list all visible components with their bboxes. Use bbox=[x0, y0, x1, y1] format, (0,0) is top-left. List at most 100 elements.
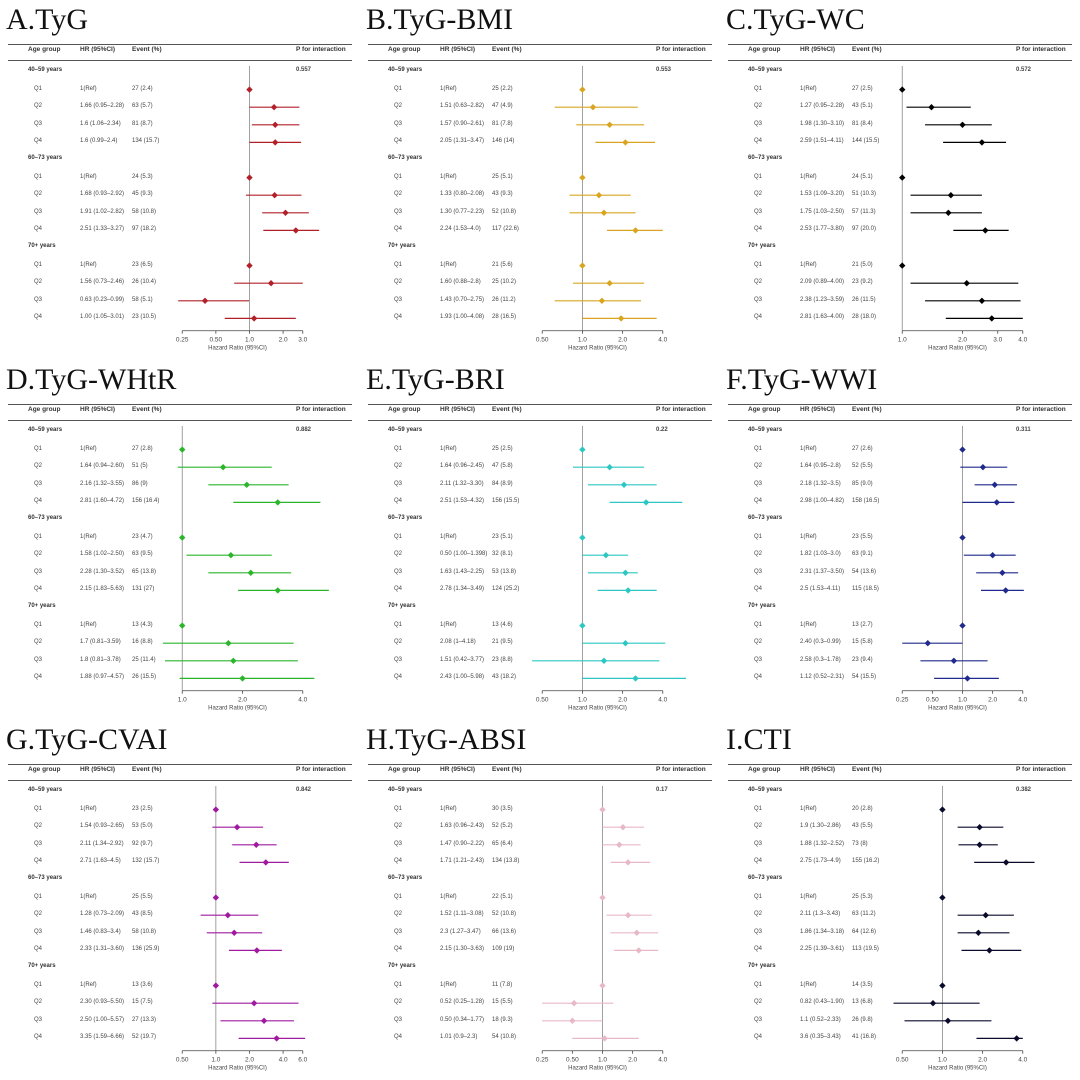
event-text: 158 (16.5) bbox=[852, 498, 880, 505]
quartile-label: Q4 bbox=[394, 858, 403, 865]
event-header: Event (%) bbox=[132, 46, 162, 53]
hr-ci-text: 1(Ref) bbox=[440, 805, 457, 812]
hr-ci-text: 2.59 (1.51–4.11) bbox=[800, 138, 844, 145]
hr-ci-text: 1.63 (1.43–2.25) bbox=[440, 568, 485, 575]
quartile-label: Q1 bbox=[394, 893, 403, 900]
x-tick-label: 1.0 bbox=[598, 1057, 607, 1064]
hr-ci-text: 1.64 (0.96–2.45) bbox=[440, 463, 485, 470]
age-group-label: 40–59 years bbox=[748, 427, 783, 433]
quartile-label: Q4 bbox=[34, 858, 43, 865]
hr-ci-text: 0.52 (0.25–1.28) bbox=[440, 999, 485, 1006]
x-tick-label: 0.25 bbox=[536, 1057, 549, 1064]
event-text: 115 (18.5) bbox=[852, 586, 879, 593]
hr-point bbox=[246, 174, 253, 181]
event-text: 23 (5.1) bbox=[492, 533, 513, 540]
hr-ci-text: 1.8 (0.81–3.78) bbox=[80, 656, 121, 663]
header-bottom-rule bbox=[368, 780, 712, 781]
quartile-label: Q2 bbox=[394, 999, 403, 1006]
event-text: 22 (5.1) bbox=[492, 893, 513, 900]
hr-ci-text: 1.88 (1.32–2.52) bbox=[800, 840, 845, 847]
event-header: Event (%) bbox=[492, 46, 522, 53]
hr-ci-text: 1.58 (1.02–2.50) bbox=[80, 551, 125, 558]
hr-point bbox=[579, 262, 586, 269]
panel-title: C.TyG-WC bbox=[726, 3, 865, 36]
event-text: 117 (22.6) bbox=[492, 226, 519, 233]
hr-point bbox=[964, 675, 971, 682]
hr-ci-text: 2.30 (0.93–5.50) bbox=[80, 999, 125, 1006]
event-text: 20 (2.8) bbox=[852, 805, 873, 812]
p-interaction-header: P for interaction bbox=[296, 46, 346, 53]
hr-ci-text: 1(Ref) bbox=[800, 893, 817, 900]
hr-ci-text: 1(Ref) bbox=[80, 621, 97, 628]
quartile-label: Q3 bbox=[394, 840, 403, 847]
hr-ci-text: 1(Ref) bbox=[80, 981, 97, 988]
event-text: 113 (19.5) bbox=[852, 946, 879, 953]
quartile-label: Q3 bbox=[34, 568, 43, 575]
hr-ci-text: 1.54 (0.93–2.65) bbox=[80, 823, 125, 830]
hr-point bbox=[975, 929, 982, 936]
hr-ci-text: 1(Ref) bbox=[80, 85, 97, 92]
quartile-label: Q4 bbox=[34, 946, 43, 953]
hr-ci-text: 1.6 (1.06–2.34) bbox=[80, 120, 121, 127]
quartile-label: Q2 bbox=[754, 279, 763, 286]
quartile-label: Q2 bbox=[754, 551, 763, 558]
event-text: 52 (10.8) bbox=[492, 911, 517, 918]
forest-plot-svg: 0.25 0.50 1.0 2.0 4.0 Hazard Ratio (95%CI) bbox=[896, 426, 1028, 712]
quartile-label: Q1 bbox=[754, 261, 763, 268]
hr-ci-text: 2.71 (1.63–4.5) bbox=[80, 858, 121, 865]
quartile-label: Q3 bbox=[34, 840, 43, 847]
hr-point bbox=[624, 912, 632, 919]
quartile-label: Q4 bbox=[754, 586, 763, 593]
hr-point bbox=[253, 841, 260, 848]
header-bottom-rule bbox=[728, 60, 1072, 61]
quartile-label: Q4 bbox=[34, 586, 43, 593]
quartile-label: Q3 bbox=[394, 568, 403, 575]
p-interaction-header: P for interaction bbox=[1016, 46, 1066, 53]
age-group-label: 60–73 years bbox=[748, 515, 783, 521]
event-text: 86 (9) bbox=[132, 480, 148, 487]
age-group-header: Age group bbox=[28, 766, 61, 773]
hr-point bbox=[272, 121, 279, 128]
hr-ci-text: 1(Ref) bbox=[80, 261, 97, 268]
hr-point bbox=[212, 894, 220, 901]
p-interaction-header: P for interaction bbox=[1016, 406, 1066, 413]
hr-point bbox=[579, 622, 586, 629]
x-tick-label: 0.50 bbox=[566, 1057, 579, 1064]
hr-point bbox=[963, 280, 970, 287]
event-text: 52 (5.2) bbox=[492, 823, 513, 830]
hr-point bbox=[589, 104, 597, 111]
event-text: 81 (7.8) bbox=[492, 120, 513, 127]
hr-point bbox=[231, 929, 238, 936]
hr-ci-text: 1.53 (1.09–3.20) bbox=[800, 191, 845, 198]
hr-ci-text: 1(Ref) bbox=[80, 173, 97, 180]
panel-title: G.TyG-CVAI bbox=[6, 723, 168, 756]
hr-ci-text: 2.08 (1–4.18) bbox=[440, 639, 476, 646]
event-text: 156 (15.5) bbox=[492, 498, 520, 505]
event-text: 81 (8.7) bbox=[132, 120, 153, 127]
hr-point bbox=[570, 1000, 578, 1007]
event-text: 28 (16.5) bbox=[492, 314, 517, 321]
hr-ci-text: 2.5 (1.53–4.11) bbox=[800, 586, 841, 593]
event-text: 45 (9.3) bbox=[132, 191, 153, 198]
hr-point bbox=[179, 446, 186, 453]
hr-ci-text: 2.11 (1.32–3.30) bbox=[440, 480, 484, 487]
panel-title: A.TyG bbox=[6, 3, 89, 36]
hr-ci-text: 1.00 (1.05–3.01) bbox=[80, 314, 125, 321]
quartile-label: Q1 bbox=[34, 805, 43, 812]
hr-ci-text: 1.82 (1.03–3.0) bbox=[800, 551, 841, 558]
hr-ci-text: 1.68 (0.93–2.92) bbox=[80, 191, 125, 198]
hr-point bbox=[260, 1017, 268, 1024]
x-tick-label: 4.0 bbox=[279, 1057, 288, 1064]
event-text: 41 (16.8) bbox=[852, 1034, 877, 1041]
event-text: 43 (9.3) bbox=[492, 191, 513, 198]
quartile-label: Q2 bbox=[394, 911, 403, 918]
quartile-label: Q4 bbox=[394, 498, 403, 505]
event-text: 51 (5) bbox=[132, 463, 148, 470]
hr-point bbox=[899, 262, 906, 269]
hr-ci-text: 2.11 (1.3–3.43) bbox=[800, 911, 841, 918]
quartile-label: Q1 bbox=[754, 533, 763, 540]
hr-point bbox=[201, 297, 209, 304]
x-tick-label: 4.0 bbox=[298, 697, 307, 704]
event-text: 26 (10.4) bbox=[132, 279, 157, 286]
header-top-rule bbox=[8, 44, 352, 45]
